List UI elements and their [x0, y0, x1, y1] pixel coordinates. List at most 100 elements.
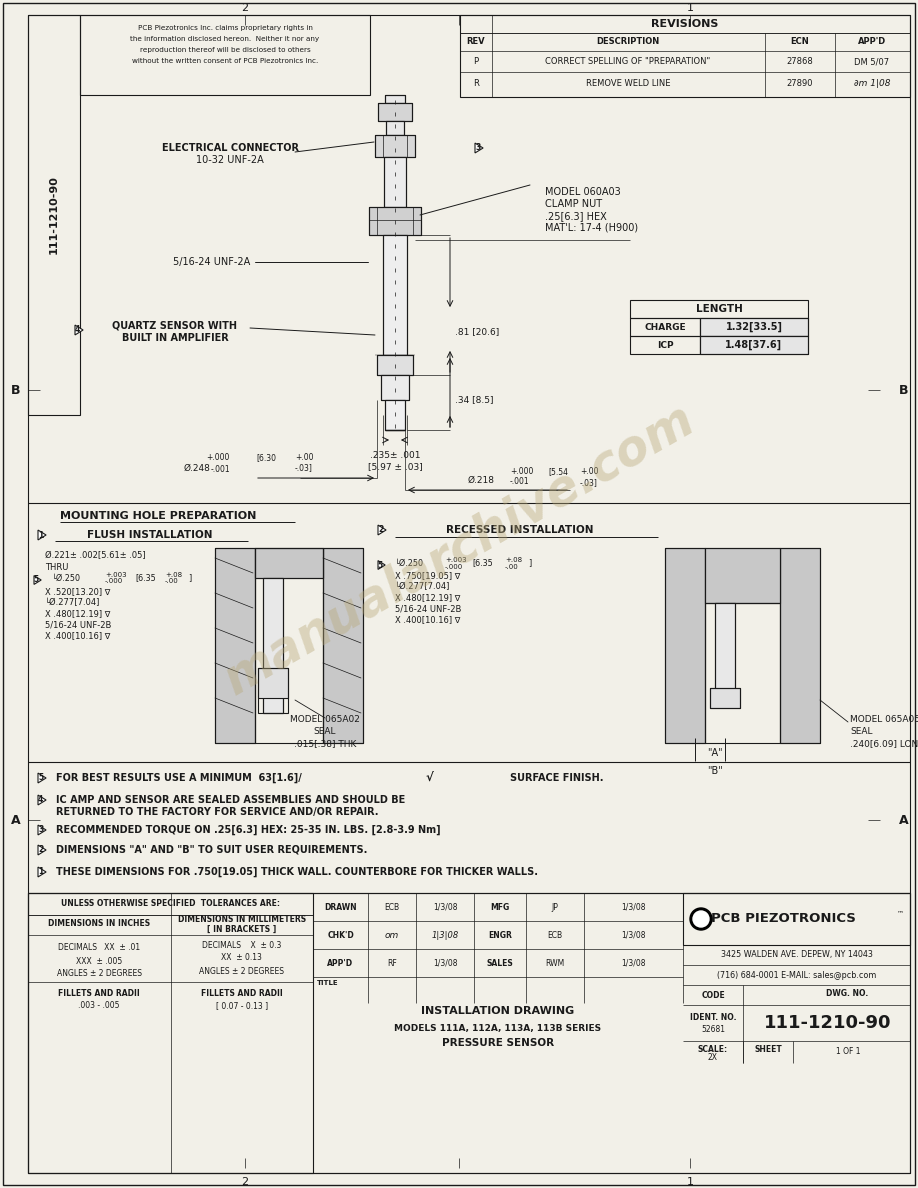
Text: SCALE:: SCALE: [698, 1044, 728, 1054]
Text: ∂m 1|08: ∂m 1|08 [854, 80, 890, 88]
Text: 1: 1 [687, 4, 693, 13]
Text: reproduction thereof will be disclosed to others: reproduction thereof will be disclosed t… [140, 48, 310, 53]
Text: -.00: -.00 [505, 564, 519, 570]
Text: [ 0.07 - 0.13 ]: [ 0.07 - 0.13 ] [216, 1001, 268, 1011]
Bar [386, 121, 404, 135]
Text: 5: 5 [378, 561, 383, 569]
Text: 5/16-24 UNF-2A: 5/16-24 UNF-2A [173, 257, 250, 267]
Bar [28, 15, 80, 415]
Text: +.003: +.003 [445, 557, 466, 563]
Text: ECB: ECB [547, 930, 563, 940]
Bar [381, 375, 409, 400]
Bar [263, 579, 283, 713]
Bar [28, 893, 313, 915]
Bar [384, 157, 406, 207]
Polygon shape [378, 561, 386, 569]
Text: REMOVE WELD LINE: REMOVE WELD LINE [586, 80, 670, 88]
Polygon shape [38, 867, 46, 877]
Text: CORRECT SPELLING OF "PREPARATION": CORRECT SPELLING OF "PREPARATION" [545, 57, 711, 67]
Text: [6.35: [6.35 [135, 574, 156, 582]
Text: .235± .001: .235± .001 [370, 450, 420, 460]
Bar [255, 548, 323, 579]
Text: DESCRIPTION: DESCRIPTION [597, 38, 660, 46]
Bar [700, 336, 808, 354]
Bar [369, 207, 421, 235]
Bar [378, 103, 412, 121]
Text: PCB Piezotronics Inc. claims proprietary rights in: PCB Piezotronics Inc. claims proprietary… [138, 25, 312, 31]
Bar [700, 336, 808, 354]
Text: 1.32[33.5]: 1.32[33.5] [725, 322, 782, 333]
Polygon shape [38, 795, 46, 805]
Text: └Ø.250: └Ø.250 [52, 574, 81, 582]
Text: 1/3/08: 1/3/08 [621, 959, 645, 967]
Text: 2: 2 [241, 4, 249, 13]
Bar [386, 121, 404, 135]
Bar [375, 135, 415, 157]
Text: PRESSURE SENSOR: PRESSURE SENSOR [442, 1038, 554, 1048]
Polygon shape [75, 326, 84, 335]
Text: MODEL 060A03: MODEL 060A03 [545, 187, 621, 197]
Text: DRAWN: DRAWN [324, 903, 357, 911]
Text: B: B [900, 384, 909, 397]
Text: √: √ [426, 771, 434, 784]
Text: X .750[19.05] ∇: X .750[19.05] ∇ [395, 571, 460, 581]
Polygon shape [34, 576, 41, 584]
Text: +.08: +.08 [165, 571, 182, 579]
Text: RWM: RWM [545, 959, 565, 967]
Text: 5/16-24 UNF-2B: 5/16-24 UNF-2B [45, 620, 111, 630]
Text: 27890: 27890 [787, 80, 813, 88]
Text: REVISIONS: REVISIONS [651, 19, 719, 29]
Text: 3: 3 [476, 144, 480, 152]
Bar [683, 893, 910, 944]
Text: IDENT. NO.: IDENT. NO. [689, 1012, 736, 1022]
Bar [665, 548, 705, 742]
Text: ELECTRICAL CONNECTOR: ELECTRICAL CONNECTOR [162, 143, 298, 153]
Text: 1: 1 [687, 1177, 693, 1187]
Bar [255, 548, 323, 742]
Text: without the written consent of PCB Piezotronics Inc.: without the written consent of PCB Piezo… [132, 58, 319, 64]
Bar [383, 235, 407, 355]
Bar [215, 548, 255, 742]
Text: UNLESS OTHERWISE SPECIFIED  TOLERANCES ARE:: UNLESS OTHERWISE SPECIFIED TOLERANCES AR… [61, 899, 280, 909]
Text: 1/3/08: 1/3/08 [432, 903, 457, 911]
Text: XXX  ± .005: XXX ± .005 [76, 956, 122, 966]
Text: +.08: +.08 [505, 557, 522, 563]
Text: FLUSH INSTALLATION: FLUSH INSTALLATION [87, 530, 213, 541]
Text: ECB: ECB [385, 903, 399, 911]
Text: -.000: -.000 [445, 564, 464, 570]
Text: 52681: 52681 [701, 1024, 725, 1034]
Text: 2X: 2X [708, 1054, 718, 1062]
Text: .240[6.09] LONG: .240[6.09] LONG [850, 739, 918, 748]
Text: JP: JP [552, 903, 558, 911]
Polygon shape [378, 525, 386, 535]
Text: RF: RF [387, 959, 397, 967]
Text: APP'D: APP'D [328, 959, 353, 967]
Bar [385, 95, 405, 103]
Text: 111-1210-90: 111-1210-90 [765, 1015, 891, 1032]
Text: INSTALLATION DRAWING: INSTALLATION DRAWING [421, 1006, 575, 1016]
Text: B: B [11, 384, 21, 397]
Bar [377, 355, 413, 375]
Text: MODEL 065A05: MODEL 065A05 [850, 715, 918, 725]
Bar [710, 688, 740, 708]
Bar [384, 157, 406, 207]
Text: [5.97 ± .03]: [5.97 ± .03] [367, 462, 422, 472]
Text: 1: 1 [38, 867, 43, 877]
Bar [705, 604, 780, 742]
Text: X .480[12.19] ∇: X .480[12.19] ∇ [395, 594, 460, 602]
Text: RETURNED TO THE FACTORY FOR SERVICE AND/OR REPAIR.: RETURNED TO THE FACTORY FOR SERVICE AND/… [56, 807, 378, 817]
Text: +.003: +.003 [105, 571, 127, 579]
Text: BUILT IN AMPLIFIER: BUILT IN AMPLIFIER [121, 333, 229, 343]
Text: ENGR: ENGR [488, 930, 512, 940]
Circle shape [690, 908, 712, 930]
Text: [6.30: [6.30 [256, 454, 276, 462]
Text: └Ø.277[7.04]: └Ø.277[7.04] [45, 599, 100, 607]
Bar [383, 235, 407, 355]
Bar [215, 548, 255, 742]
Text: └Ø.250: └Ø.250 [395, 558, 424, 568]
Text: 1 OF 1: 1 OF 1 [835, 1048, 860, 1056]
Text: ECN: ECN [790, 38, 810, 46]
Bar [263, 579, 283, 713]
Text: SEAL: SEAL [850, 727, 872, 737]
Polygon shape [475, 143, 483, 153]
